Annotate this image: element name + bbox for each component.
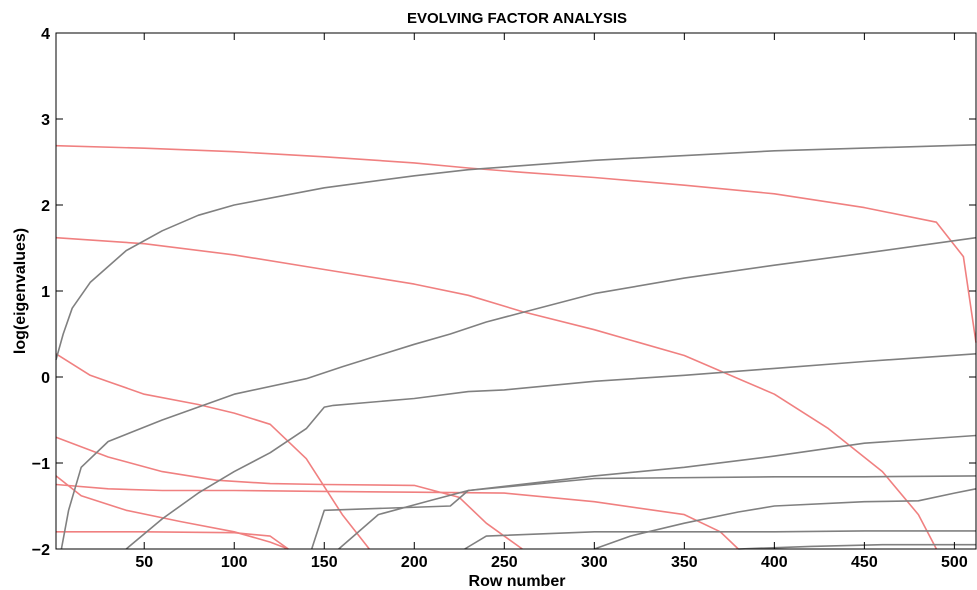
y-tick-label--1: −1 [32, 456, 50, 473]
forward-series-line-1 [55, 144, 977, 343]
plot-frame [55, 32, 977, 550]
backward-series-line-12 [338, 475, 977, 550]
x-tick-label-50: 50 [135, 554, 153, 571]
x-axis-label: Row number [469, 573, 566, 590]
forward-series-line-3 [55, 353, 370, 550]
x-tick-label-350: 350 [671, 554, 698, 571]
x-tick-label-400: 400 [761, 554, 788, 571]
y-tick-label-0: 0 [41, 370, 50, 387]
forward-series-line-4 [55, 436, 523, 550]
backward-series-line-8 [55, 144, 977, 361]
x-tick-label-300: 300 [581, 554, 608, 571]
series-layer [55, 144, 977, 550]
y-tick-label-1: 1 [41, 284, 50, 301]
x-tick-label-150: 150 [311, 554, 338, 571]
x-tick-label-100: 100 [221, 554, 248, 571]
x-tick-label-200: 200 [401, 554, 428, 571]
backward-series-line-13 [464, 530, 976, 550]
y-tick-label-3: 3 [41, 112, 50, 129]
x-tick-label-250: 250 [491, 554, 518, 571]
backward-series-line-10 [125, 353, 977, 550]
forward-series-line-7 [56, 531, 289, 550]
y-tick-label-2: 2 [41, 198, 50, 215]
y-tick-label--2: −2 [32, 542, 50, 559]
y-axis-label: log(eigenvalues) [12, 228, 29, 354]
y-tick-label-4: 4 [41, 26, 50, 43]
x-tick-label-500: 500 [941, 554, 968, 571]
backward-series-line-9 [60, 236, 977, 550]
x-tick-label-450: 450 [851, 554, 878, 571]
forward-series-line-2 [55, 236, 938, 550]
backward-series-line-15 [738, 543, 976, 550]
backward-series-line-14 [594, 488, 977, 550]
backward-series-line-11 [310, 434, 977, 550]
ticks-layer: 50 100 150 200 250 300 350 400 450 500 −2 −1 0 1 2 3 4 [32, 26, 976, 571]
forward-series-line-6 [55, 475, 289, 550]
chart-title: EVOLVING FACTOR ANALYSIS [407, 10, 627, 27]
